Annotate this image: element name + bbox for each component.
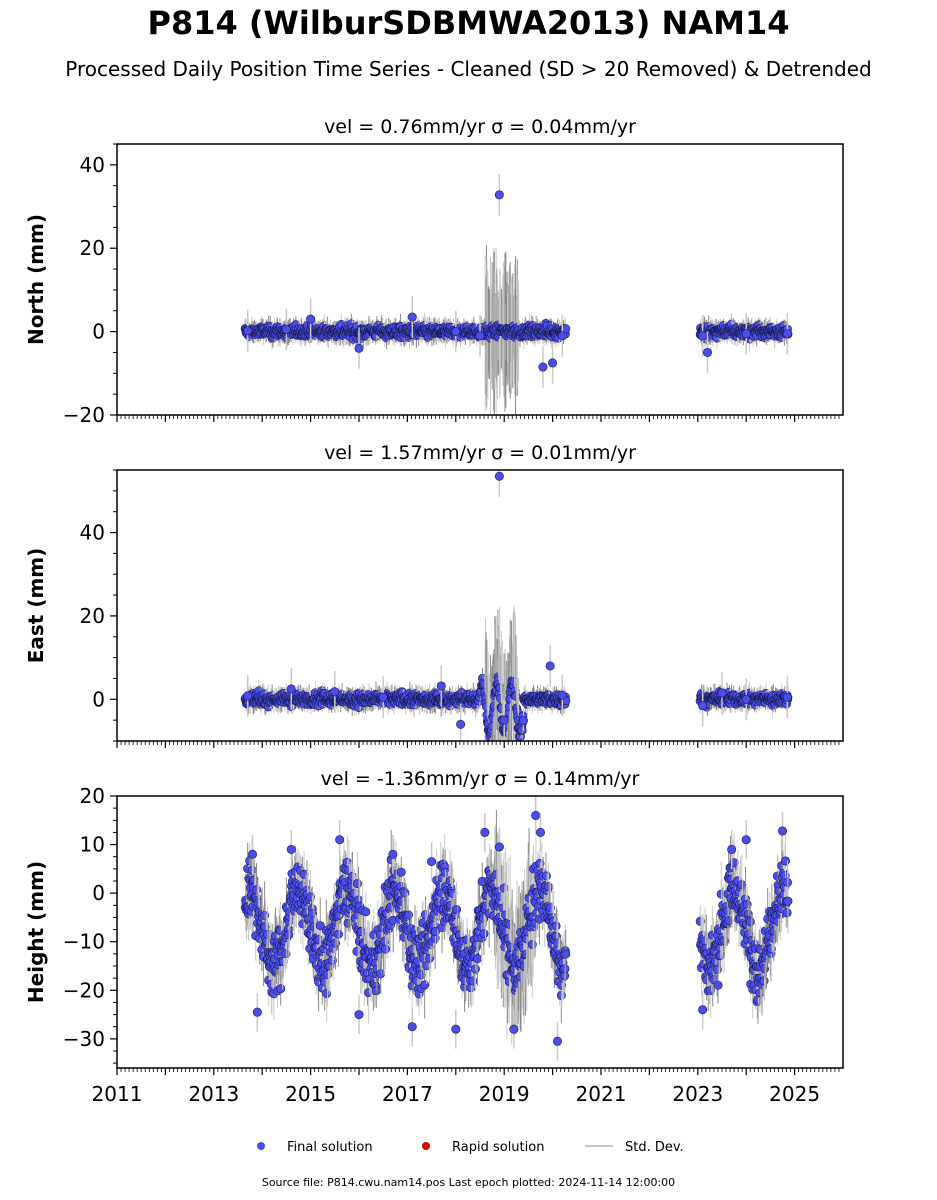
- y-tick-label: 40: [80, 521, 105, 545]
- data-point: [286, 684, 296, 694]
- data-point: [698, 701, 708, 711]
- data-point: [741, 694, 751, 704]
- data-point: [306, 314, 316, 324]
- data-point: [518, 716, 528, 726]
- data-point: [451, 327, 461, 337]
- y-tick-label: −20: [63, 403, 105, 427]
- series-final-solution: [240, 174, 793, 415]
- y-axis-label: North (mm): [24, 214, 48, 345]
- y-tick-label: 20: [80, 604, 105, 628]
- data-point: [396, 867, 406, 877]
- chart-subtitle: Processed Daily Position Time Series - C…: [65, 57, 872, 81]
- data-point: [361, 907, 371, 917]
- panel-height: vel = -1.36mm/yr σ = 0.14mm/yr Height (mm…: [24, 768, 844, 1106]
- y-tick-label: 20: [80, 236, 105, 260]
- data-point: [333, 929, 343, 939]
- data-point: [494, 471, 504, 481]
- series-final-solution: [240, 796, 793, 1061]
- data-point: [354, 343, 364, 353]
- plot-frame: [116, 143, 844, 416]
- panel-east: vel = 1.57mm/yr σ = 0.01mm/yr East (mm) 0 2…: [24, 442, 844, 748]
- data-point: [381, 944, 391, 954]
- data-point: [545, 661, 555, 671]
- y-tick-label: 40: [80, 153, 105, 177]
- data-point: [782, 329, 792, 339]
- data-point: [548, 358, 558, 368]
- data-point: [315, 921, 325, 931]
- chart-title: P814 (WilburSDBMWA2013) NAM14: [147, 4, 790, 42]
- panel-title: vel = -1.36mm/yr σ = 0.14mm/yr: [321, 768, 640, 790]
- data-point: [717, 688, 727, 698]
- data-point: [276, 984, 286, 994]
- data-point: [400, 888, 410, 898]
- data-point: [557, 690, 567, 700]
- data-point: [436, 681, 446, 691]
- data-point: [702, 347, 712, 357]
- data-point: [330, 687, 340, 697]
- y-tick-label: 0: [92, 320, 105, 344]
- data-point: [475, 331, 485, 341]
- data-point: [499, 715, 509, 725]
- y-axis-label: East (mm): [24, 548, 48, 664]
- data-point: [281, 325, 291, 335]
- data-point: [557, 331, 567, 341]
- data-point: [380, 936, 390, 946]
- data-point: [741, 329, 751, 339]
- panel-title: vel = 0.76mm/yr σ = 0.04mm/yr: [324, 116, 636, 138]
- data-point: [378, 692, 388, 702]
- data-point: [561, 324, 571, 334]
- data-point: [456, 719, 466, 729]
- series-final-solution: [240, 470, 793, 741]
- data-point: [698, 331, 708, 341]
- data-point: [538, 362, 548, 372]
- data-point: [243, 691, 253, 701]
- data-point: [494, 190, 504, 200]
- data-point: [281, 949, 291, 959]
- data-point: [352, 879, 362, 889]
- y-axis-label: Height (mm): [24, 861, 48, 1003]
- y-tick-label: 0: [92, 687, 105, 711]
- panel-title: vel = 1.57mm/yr σ = 0.01mm/yr: [324, 442, 636, 464]
- panel-north: vel = 0.76mm/yr σ = 0.04mm/yr North (mm) −…: [24, 116, 844, 427]
- data-point: [782, 692, 792, 702]
- data-point: [243, 326, 253, 336]
- data-point: [407, 312, 417, 322]
